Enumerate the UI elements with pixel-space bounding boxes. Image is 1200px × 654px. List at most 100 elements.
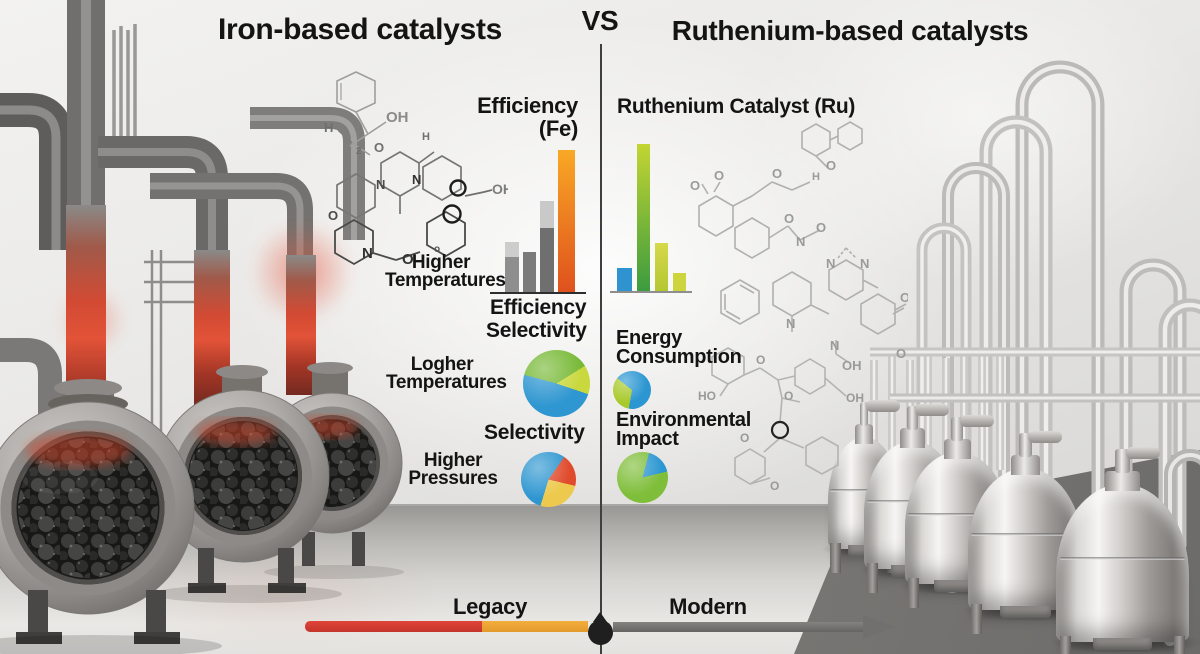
bar: [617, 268, 632, 292]
atom-label: N: [376, 177, 385, 192]
vs-label: VS: [581, 5, 619, 36]
steel-vessel-5: [1056, 447, 1189, 654]
left-panel-title: Iron-based catalysts: [217, 13, 503, 46]
atom-label: O: [690, 178, 700, 193]
higher-pressures-line2: Pressures: [408, 468, 498, 489]
logher-temperatures-line1: Logher: [410, 354, 474, 375]
reactor-2: [152, 365, 342, 603]
vessel-top-port: [1010, 431, 1063, 475]
fe-efficiency-title-line2: (Fe): [538, 116, 578, 141]
atom-label: OH: [492, 181, 508, 197]
selectivity-heading-1: Selectivity: [486, 319, 587, 342]
energy-consumption-label: Energy Consumption: [616, 327, 742, 368]
bar: [673, 273, 686, 292]
atom-label: H: [422, 131, 430, 143]
atom-label: N: [830, 338, 839, 353]
atom-label: O: [770, 479, 779, 493]
atom-label: N: [362, 245, 373, 262]
chemical-structure-right-top: O O O O H O N O N N N O N O OH: [690, 121, 908, 373]
atom-label: H: [324, 120, 333, 135]
stainless-pipes-illustration: [870, 60, 1200, 646]
atom-label: o: [434, 244, 440, 255]
higher-temperatures-label: Higher Temperatures: [385, 252, 506, 291]
atom-label: O: [756, 353, 765, 367]
atom-label: N: [860, 256, 869, 271]
vessel-top-port: [899, 404, 950, 448]
atom-label: OH: [842, 358, 862, 373]
atom-label: N: [786, 316, 795, 331]
timeline-modern-segment: [613, 622, 863, 632]
environmental-impact-line1: Environmental: [616, 409, 752, 431]
timeline-legacy-orange-segment: [482, 621, 588, 632]
bar: [523, 252, 536, 292]
bar: [637, 144, 650, 292]
higher-pressures-line1: Higher: [423, 450, 483, 471]
atom-label: O: [816, 220, 826, 235]
atom-label: O: [826, 158, 836, 173]
fe-chart-axis: [490, 292, 586, 294]
atom-label: O: [784, 211, 794, 226]
ruthenium-chart-title: Ruthenium Catalyst (Ru): [617, 95, 856, 118]
fe-efficiency-bar-chart: [505, 150, 575, 292]
higher-temperatures-line2: Temperatures: [385, 270, 506, 291]
bar-cap: [540, 201, 554, 229]
ruthenium-chart-axis: [610, 291, 692, 293]
energy-consumption-line2: Consumption: [616, 346, 742, 368]
selectivity-heading-2: Selectivity: [484, 421, 585, 444]
higher-pressures-label: Higher Pressures: [402, 450, 504, 489]
higher-temperatures-line1: Higher: [411, 252, 471, 273]
energy-consumption-pie: [613, 371, 651, 409]
selectivity-temperature-pie: [523, 350, 590, 417]
atom-label: 2: [356, 146, 362, 157]
vessel-top-port: [943, 415, 995, 459]
glowing-column-3: [286, 255, 316, 395]
atom-label: O: [896, 346, 906, 361]
atom-label: O: [328, 208, 338, 223]
fe-efficiency-chart-title: Efficiency (Fe): [440, 94, 578, 140]
atom-label: O: [402, 251, 414, 268]
atom-label: OH: [386, 109, 409, 126]
energy-consumption-line1: Energy: [616, 327, 683, 349]
atom-label: O: [740, 431, 749, 445]
environmental-impact-pie: [617, 452, 668, 503]
fe-efficiency-title-line1: Efficiency: [477, 93, 578, 118]
timeline-present-marker: [588, 612, 613, 645]
ruthenium-bar-chart: [617, 144, 686, 292]
bar: [655, 243, 668, 292]
atom-label: N: [826, 256, 835, 271]
chemical-structure-left: H OH 2 O H N N O N O OH o: [324, 71, 508, 268]
steel-pipe-loops: [916, 60, 1200, 646]
atom-label: O: [900, 290, 908, 305]
bar-cap: [505, 242, 519, 257]
atom-label: H: [812, 171, 820, 183]
atom-label: N: [412, 172, 421, 187]
iron-reactors-illustration: [0, 0, 404, 654]
center-divider-line: [600, 44, 602, 654]
reactor-1: [0, 379, 222, 654]
legacy-label: Legacy: [452, 594, 528, 619]
logher-temperatures-label: Logher Temperatures: [386, 354, 507, 393]
atom-label: OH: [846, 391, 864, 405]
atom-label: N: [796, 234, 805, 249]
chemical-structure-right-bottom: HO O O OH O O: [698, 347, 864, 493]
atom-label: O: [784, 389, 793, 403]
modern-label: Modern: [669, 594, 747, 619]
fe-chart-x-label: Efficiency: [490, 296, 587, 319]
environmental-impact-line2: Impact: [616, 428, 679, 450]
steel-pipe-bundle: [870, 347, 1200, 470]
atom-label: O: [714, 168, 724, 183]
bar: [540, 201, 554, 292]
right-panel-title: Ruthenium-based catalysts: [671, 15, 1029, 46]
vessel-top-port: [854, 400, 900, 444]
logher-temperatures-line2: Temperatures: [386, 372, 507, 393]
timeline-legacy-red-segment: [305, 621, 482, 632]
bar: [558, 150, 575, 292]
vessel-top-port: [1105, 447, 1160, 491]
timeline-arrowhead-icon: [863, 615, 896, 639]
bar: [505, 242, 519, 292]
atom-label: O: [772, 166, 782, 181]
selectivity-pressure-pie: [521, 452, 576, 507]
atom-label: O: [374, 140, 384, 155]
environmental-impact-label: Environmental Impact: [616, 409, 752, 450]
